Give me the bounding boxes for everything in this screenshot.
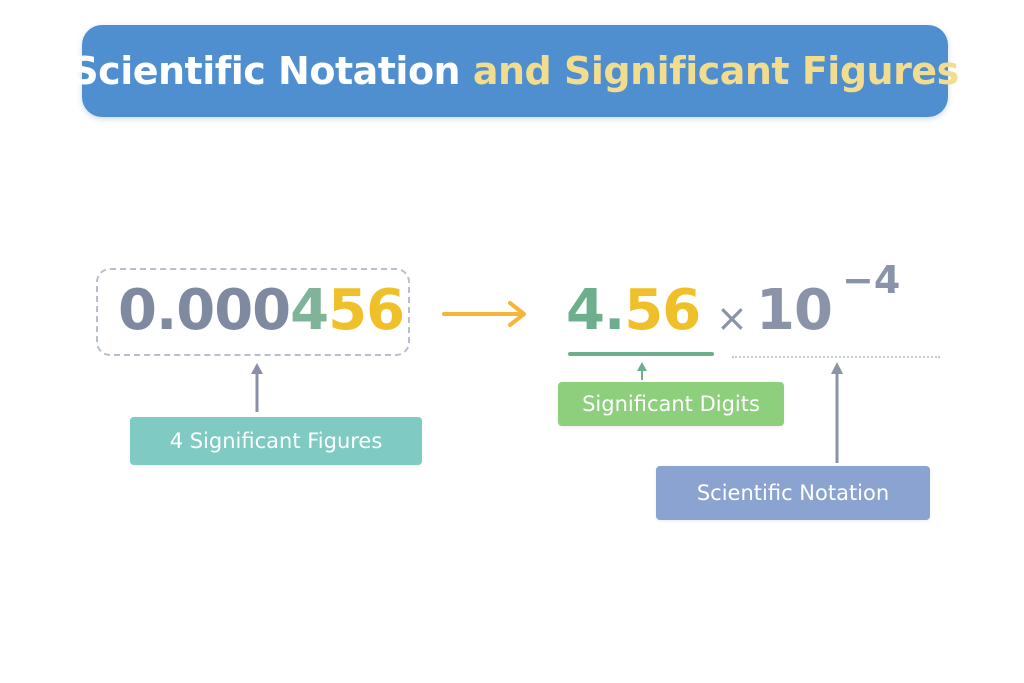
label-significant-digits: Significant Digits [558, 382, 784, 426]
base-ten: 10 [756, 278, 833, 343]
sig-digits-pointer-arrow [637, 362, 647, 380]
leading-zeros: 0.000 [118, 278, 291, 343]
coefficient-underline [568, 352, 714, 356]
first-significant-digit: 4 [290, 278, 329, 343]
times-sign: × [716, 296, 748, 340]
title-part-1: Scientific Notation [71, 49, 461, 93]
coefficient-trailing: 56 [624, 278, 701, 343]
original-number: 0.000456 [118, 278, 405, 343]
title-part-2: and Significant Figures [472, 49, 959, 93]
coefficient: 4.56 [566, 278, 701, 343]
label-significant-figures: 4 Significant Figures [130, 417, 422, 465]
original-number-box [96, 268, 410, 356]
remaining-significant-digits: 56 [328, 278, 405, 343]
exponent: −4 [842, 258, 901, 302]
title-banner: Scientific Notation and Significant Figu… [71, 25, 959, 117]
sci-notation-pointer-arrow [831, 362, 843, 463]
coefficient-leading: 4. [566, 278, 625, 343]
conversion-arrow [442, 301, 526, 327]
sig-figs-pointer-arrow [251, 363, 263, 412]
label-scientific-notation: Scientific Notation [656, 466, 930, 520]
exponent-dotted-line [732, 356, 940, 358]
